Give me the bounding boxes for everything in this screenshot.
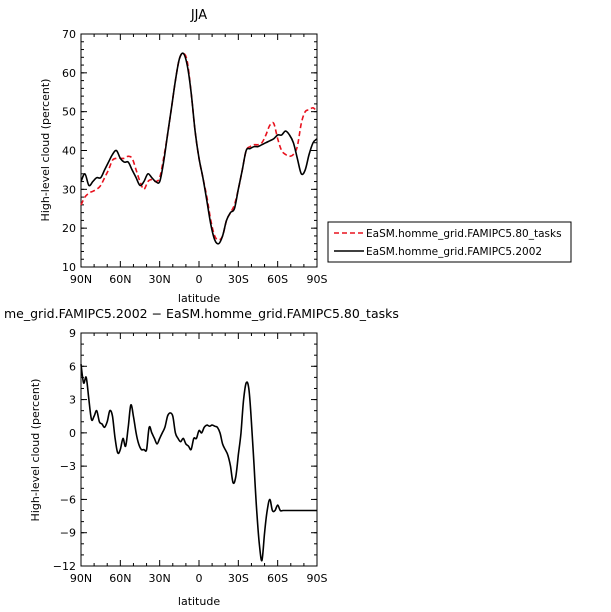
y-tick-label: −6 — [60, 493, 76, 506]
x-tick-label: 90N — [70, 572, 92, 585]
y-tick-label: −3 — [60, 460, 76, 473]
x-tick-label: 30N — [149, 572, 171, 585]
y-tick-label: 20 — [62, 222, 76, 235]
y-tick-label: 9 — [69, 327, 76, 340]
x-tick-label: 30N — [149, 273, 171, 286]
series-line-1 — [80, 363, 317, 562]
y-tick-label: 30 — [62, 183, 76, 196]
top-chart-title: JJA — [190, 8, 207, 23]
legend-label-series-1: EaSM.homme_grid.FAMIPC5.80_tasks — [366, 228, 562, 240]
x-tick-label: 60S — [267, 572, 288, 585]
top-chart: JJA 90N 60N 30N 0 30S 60S 90S 10 20 30 40 50 60 70 la… — [39, 8, 572, 305]
legend-frame — [327, 221, 572, 263]
x-tick-label: 60N — [109, 273, 131, 286]
y-tick-label: 6 — [69, 360, 76, 373]
y-tick-label: 0 — [69, 427, 76, 440]
x-tick-label: 30S — [228, 273, 249, 286]
x-tick-label: 90S — [307, 273, 328, 286]
y-tick-label: 40 — [62, 145, 76, 158]
series-line-1 — [80, 52, 318, 241]
top-x-axis-label: latitude — [178, 292, 220, 305]
bottom-y-axis-label: High-level cloud (percent) — [29, 379, 42, 522]
x-tick-label: 30S — [228, 572, 249, 585]
top-y-axis-label: High-level cloud (percent) — [39, 79, 52, 222]
x-tick-label: 90S — [307, 572, 328, 585]
y-tick-label: 50 — [62, 106, 76, 119]
y-tick-label: 60 — [62, 67, 76, 80]
legend-label-series-2: EaSM.homme_grid.FAMIPC5.2002 — [366, 246, 542, 258]
y-tick-label: −12 — [53, 560, 76, 573]
bottom-chart: me_grid.FAMIPC5.2002 − EaSM.homme_grid.F… — [4, 306, 399, 608]
x-tick-label: 0 — [196, 572, 203, 585]
y-tick-label: −9 — [60, 527, 76, 540]
x-tick-label: 60S — [267, 273, 288, 286]
x-tick-label: 90N — [70, 273, 92, 286]
legend: EaSM.homme_grid.FAMIPC5.80_tasks EaSM.ho… — [327, 221, 572, 263]
y-tick-label: 70 — [62, 28, 76, 41]
bottom-chart-title: me_grid.FAMIPC5.2002 − EaSM.homme_grid.F… — [4, 306, 399, 321]
series-line-2 — [80, 52, 318, 245]
y-tick-label: 10 — [62, 261, 76, 274]
x-tick-label: 0 — [196, 273, 203, 286]
x-tick-label: 60N — [109, 572, 131, 585]
bottom-x-axis-label: latitude — [178, 595, 220, 608]
y-tick-label: 3 — [69, 394, 76, 407]
